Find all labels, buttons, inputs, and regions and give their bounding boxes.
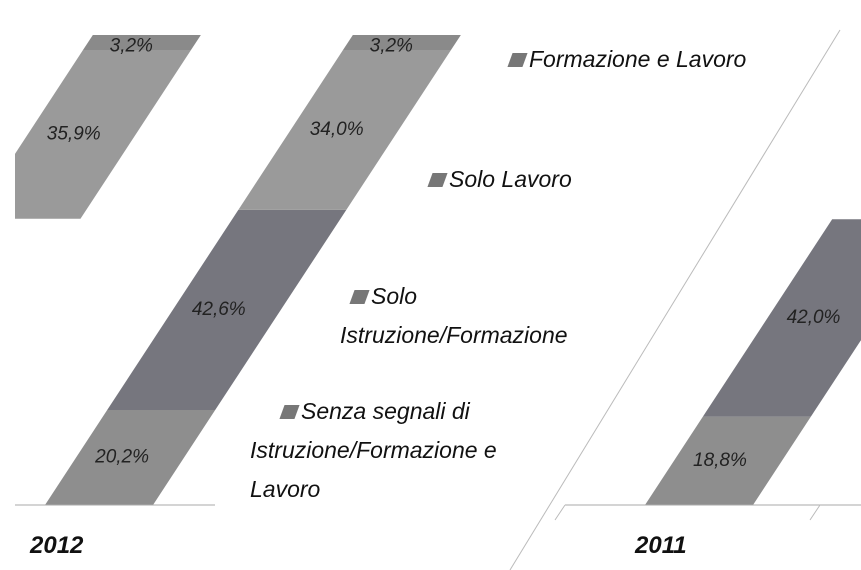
bar-segment bbox=[107, 209, 347, 411]
data-label: 18,8% bbox=[693, 450, 747, 471]
bar-segment bbox=[82, 35, 201, 51]
legend-item: Senza segnali di Istruzione/Formazione e… bbox=[250, 392, 570, 509]
legend-item: Solo Istruzione/Formazione bbox=[340, 277, 640, 355]
legend-swatch bbox=[279, 405, 300, 419]
bar-segment bbox=[45, 410, 216, 505]
data-label: 3,2% bbox=[110, 36, 153, 57]
bar-segment bbox=[15, 50, 191, 219]
plot: 35,9% 3,2% 20,2% 42,6% 34,0% 3,2% 18,8% 42,0% bbox=[15, 35, 861, 505]
bar-segment bbox=[645, 416, 811, 505]
data-label: 3,2% bbox=[370, 36, 413, 57]
legend-label: Solo Lavoro bbox=[449, 166, 572, 192]
legend-label: Formazione e Lavoro bbox=[529, 46, 747, 72]
bar-segment bbox=[342, 35, 461, 51]
data-label: 34,0% bbox=[310, 119, 364, 140]
separator bbox=[509, 29, 841, 570]
legend-swatch bbox=[349, 290, 370, 304]
bar-segment bbox=[702, 219, 861, 417]
category-label: 2012 bbox=[30, 532, 84, 559]
legend-label: Solo Istruzione/Formazione bbox=[340, 283, 568, 348]
legend-item: Solo Lavoro bbox=[427, 160, 572, 199]
data-label: 35,9% bbox=[47, 123, 101, 144]
category-label: 2011 bbox=[635, 532, 687, 559]
data-label: 42,6% bbox=[192, 299, 246, 320]
legend-label: Senza segnali di Istruzione/Formazione e… bbox=[250, 398, 497, 502]
data-label: 42,0% bbox=[787, 307, 841, 328]
legend-swatch bbox=[427, 173, 448, 187]
tick bbox=[809, 504, 821, 521]
bar-segment bbox=[238, 50, 451, 210]
legend-item: Formazione e Lavoro bbox=[507, 40, 747, 79]
tick bbox=[554, 504, 566, 521]
legend-swatch bbox=[507, 53, 528, 67]
data-label: 20,2% bbox=[94, 447, 149, 468]
